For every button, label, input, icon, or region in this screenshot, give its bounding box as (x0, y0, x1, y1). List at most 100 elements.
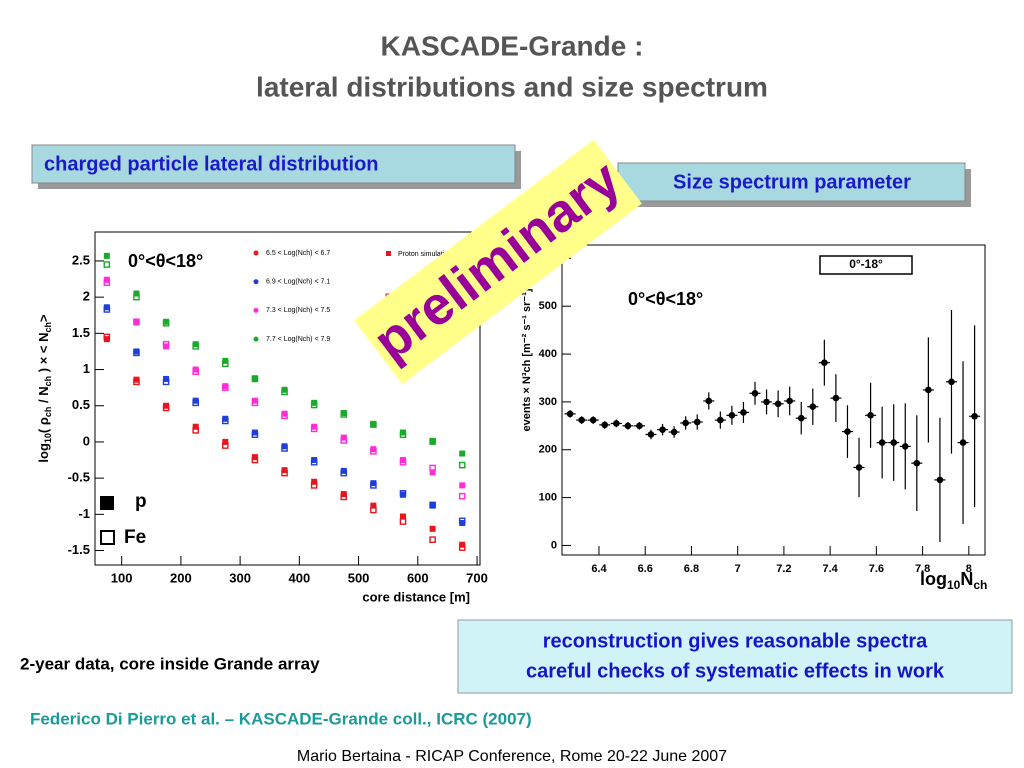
x-tick-label: 400 (288, 570, 310, 585)
iron-point (340, 437, 348, 444)
point (705, 397, 713, 405)
x-tick-label: 100 (111, 570, 133, 585)
summary-box (457, 619, 1013, 694)
x-tick-label: 600 (407, 570, 429, 585)
point (647, 431, 655, 438)
point (832, 394, 840, 402)
point (959, 439, 967, 446)
x-tick-label: 7.6 (869, 563, 884, 575)
iron-point (103, 333, 111, 341)
x-tick-label: 300 (229, 570, 251, 585)
y-tick-label: 0 (551, 539, 557, 551)
point (728, 412, 736, 419)
iron-point (192, 368, 199, 376)
x-tick-label: 7.2 (776, 563, 791, 575)
iron-point (133, 318, 140, 326)
point (751, 390, 759, 397)
legend-swatch (253, 250, 259, 256)
y-tick-label: 2.5 (72, 252, 90, 267)
y-tick-label: -0.5 (68, 470, 90, 485)
proton-point (133, 348, 140, 355)
point (890, 439, 897, 446)
plot-frame (561, 244, 986, 556)
proton-point (459, 482, 466, 489)
y-tick-label: -1 (78, 506, 90, 521)
point (589, 416, 597, 424)
iron-point (133, 349, 140, 357)
iron-point (133, 293, 140, 301)
point (624, 422, 632, 430)
reference: Federico Di Pierro et al. – KASCADE-Gran… (30, 709, 532, 728)
legend-swatch (100, 530, 115, 545)
iron-point (251, 375, 259, 383)
iron-point (399, 518, 407, 525)
heading-box (31, 144, 516, 184)
y-axis-label-part: ( ρ (36, 417, 51, 433)
x-axis-label-part: N (960, 569, 973, 589)
proton-point (429, 469, 436, 476)
annotation: 0°<θ<18° (128, 251, 203, 271)
iron-point (251, 431, 259, 438)
legend-swatch (253, 279, 259, 285)
point (682, 419, 689, 427)
y-axis-label-part: > (36, 314, 51, 322)
iron-point (370, 448, 377, 455)
proton-point (133, 290, 140, 297)
proton-point (370, 502, 377, 509)
iron-point (222, 442, 229, 449)
iron-point (458, 517, 466, 525)
proton-point (311, 478, 318, 485)
iron-point (429, 536, 436, 543)
legend-label: Fe (124, 527, 146, 548)
plot-area (564, 310, 981, 543)
x-axis-label: core distance [m] (362, 589, 470, 604)
iron-point (340, 411, 348, 418)
point (636, 422, 643, 430)
iron-point (192, 399, 199, 407)
legend-label: 6.5 < Log(Nch) < 6.7 (266, 250, 330, 257)
point (740, 409, 747, 416)
iron-point (162, 319, 170, 327)
panel-heading: Size spectrum parameter (673, 171, 911, 193)
legend-label: p (135, 491, 147, 512)
y-axis-label-part: / N (36, 386, 51, 406)
legend-swatch (253, 336, 259, 342)
iron-point (399, 458, 407, 466)
proton-point (133, 319, 140, 326)
iron-point (399, 490, 407, 497)
proton-point (222, 383, 229, 390)
charts: 100 200 300 400 500 600 700-1.5-1-0.500.511.52… (36, 231, 987, 604)
iron-point (340, 469, 348, 477)
iron-point (429, 437, 436, 445)
proton-point (370, 420, 377, 427)
iron-point (133, 378, 140, 386)
point (797, 414, 805, 422)
point (717, 416, 724, 424)
proton-point (429, 438, 436, 445)
iron-point (281, 445, 288, 452)
iron-point (251, 399, 259, 407)
iron-point (192, 427, 199, 434)
y-tick-label: 400 (539, 348, 557, 360)
iron-point (310, 425, 318, 433)
iron-point (310, 458, 318, 466)
iron-point (103, 306, 111, 313)
y-axis-label: log10( ρch / Nch ) × < Nch> (36, 314, 53, 463)
proton-point (400, 491, 406, 498)
iron-point (310, 482, 318, 489)
iron-point (162, 404, 170, 412)
y-tick-label: 2 (83, 289, 90, 304)
point (878, 439, 886, 446)
x-axis-label-part: 10 (947, 578, 961, 592)
point (925, 386, 932, 394)
x-tick-label: 500 (348, 570, 370, 585)
iron-point (458, 492, 466, 500)
y-tick-label: 1 (83, 361, 90, 376)
title-box (819, 255, 913, 275)
point (566, 410, 574, 418)
iron-point (103, 279, 111, 286)
point (809, 403, 817, 410)
iron-point (370, 421, 377, 428)
point (693, 418, 701, 426)
